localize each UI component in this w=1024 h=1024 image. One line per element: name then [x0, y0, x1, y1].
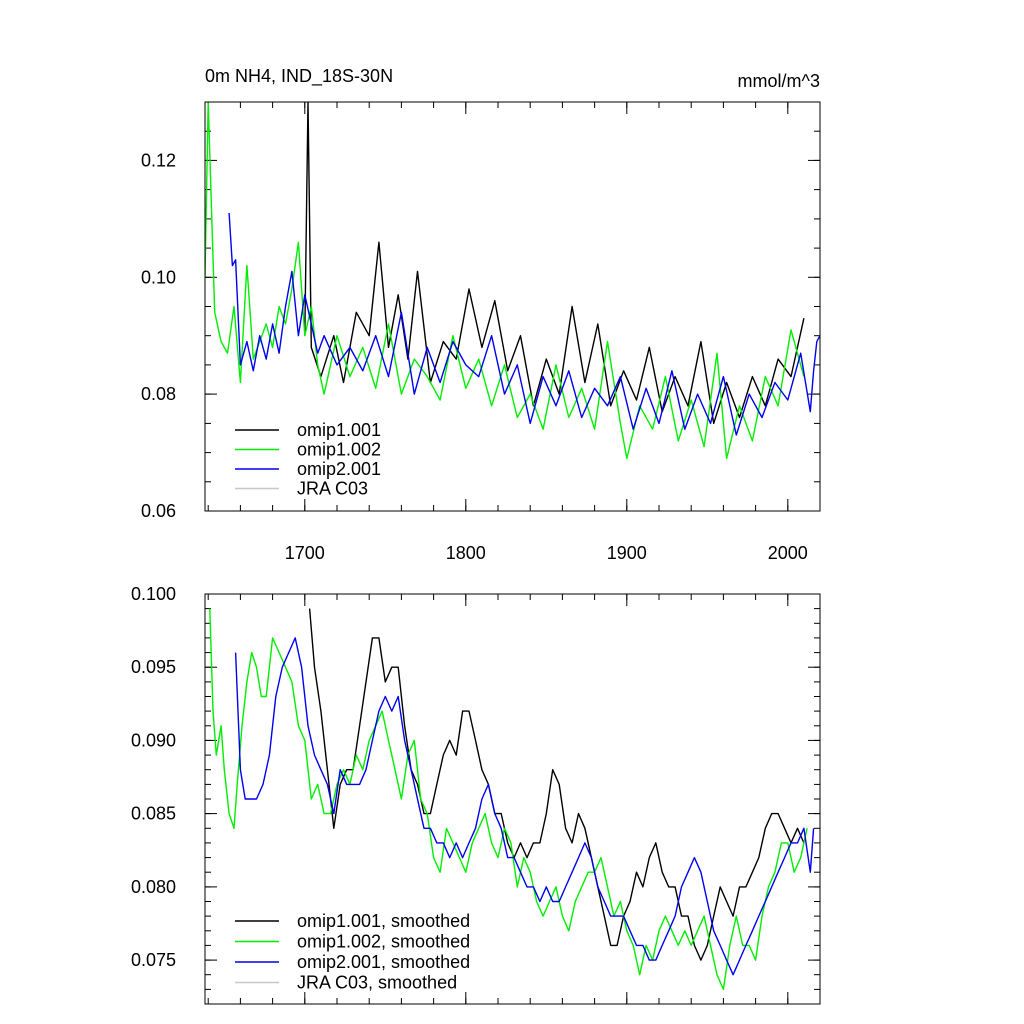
legend-label: JRA C03, smoothed [297, 973, 457, 993]
y-tick-label: 0.10 [141, 267, 176, 287]
bottom-series-lines [209, 608, 815, 991]
bottom-panel: 0.075 0.080 0.085 0.090 0.095 0.100 omip1.001… [131, 584, 821, 1005]
y-tick-label: 0.100 [131, 584, 176, 604]
series-line-omip2-001-smoothed [234, 637, 815, 976]
y-tick-label: 0.080 [131, 877, 176, 897]
legend-label: omip2.001 [297, 459, 381, 479]
bottom-axis-ticks: 0.075 0.080 0.085 0.090 0.095 0.100 [131, 584, 821, 1005]
top-plot-frame [204, 101, 821, 512]
legend-label: omip2.001, smoothed [297, 952, 470, 972]
top-axis-ticks: 1700 1800 1900 2000 0.06 0.08 0.10 0.12 [141, 101, 821, 563]
legend-label: omip1.001 [297, 420, 381, 440]
top-series-lines [205, 102, 820, 460]
y-tick-label: 0.12 [141, 150, 176, 170]
top-panel-title: 0m NH4, IND_18S-30N [205, 66, 393, 87]
y-tick-label: 0.090 [131, 730, 176, 750]
y-tick-label: 0.095 [131, 657, 176, 677]
y-tick-label: 0.075 [131, 950, 176, 970]
top-panel: 0m NH4, IND_18S-30N mmol/m^3 1700 1800 190… [141, 66, 821, 563]
top-panel-units: mmol/m^3 [738, 71, 820, 91]
legend-label: omip1.002, smoothed [297, 932, 470, 952]
x-tick-label: 1700 [285, 543, 325, 563]
legend-label: omip1.001, smoothed [297, 911, 470, 931]
legend-label: JRA C03 [297, 479, 368, 499]
series-line-omip1-002 [205, 102, 805, 460]
y-tick-label: 0.06 [141, 501, 176, 521]
y-tick-label: 0.085 [131, 804, 176, 824]
x-tick-label: 2000 [768, 543, 808, 563]
x-tick-label: 1800 [446, 543, 486, 563]
series-line-omip1-002-smoothed [209, 608, 808, 991]
x-tick-label: 1900 [607, 543, 647, 563]
series-line-omip1-001-smoothed [308, 608, 805, 961]
series-line-omip1-001 [304, 102, 805, 425]
bottom-plot-frame [204, 593, 821, 1005]
series-line-omip2-001 [228, 212, 820, 436]
legend-label: omip1.002 [297, 440, 381, 460]
y-tick-label: 0.08 [141, 384, 176, 404]
